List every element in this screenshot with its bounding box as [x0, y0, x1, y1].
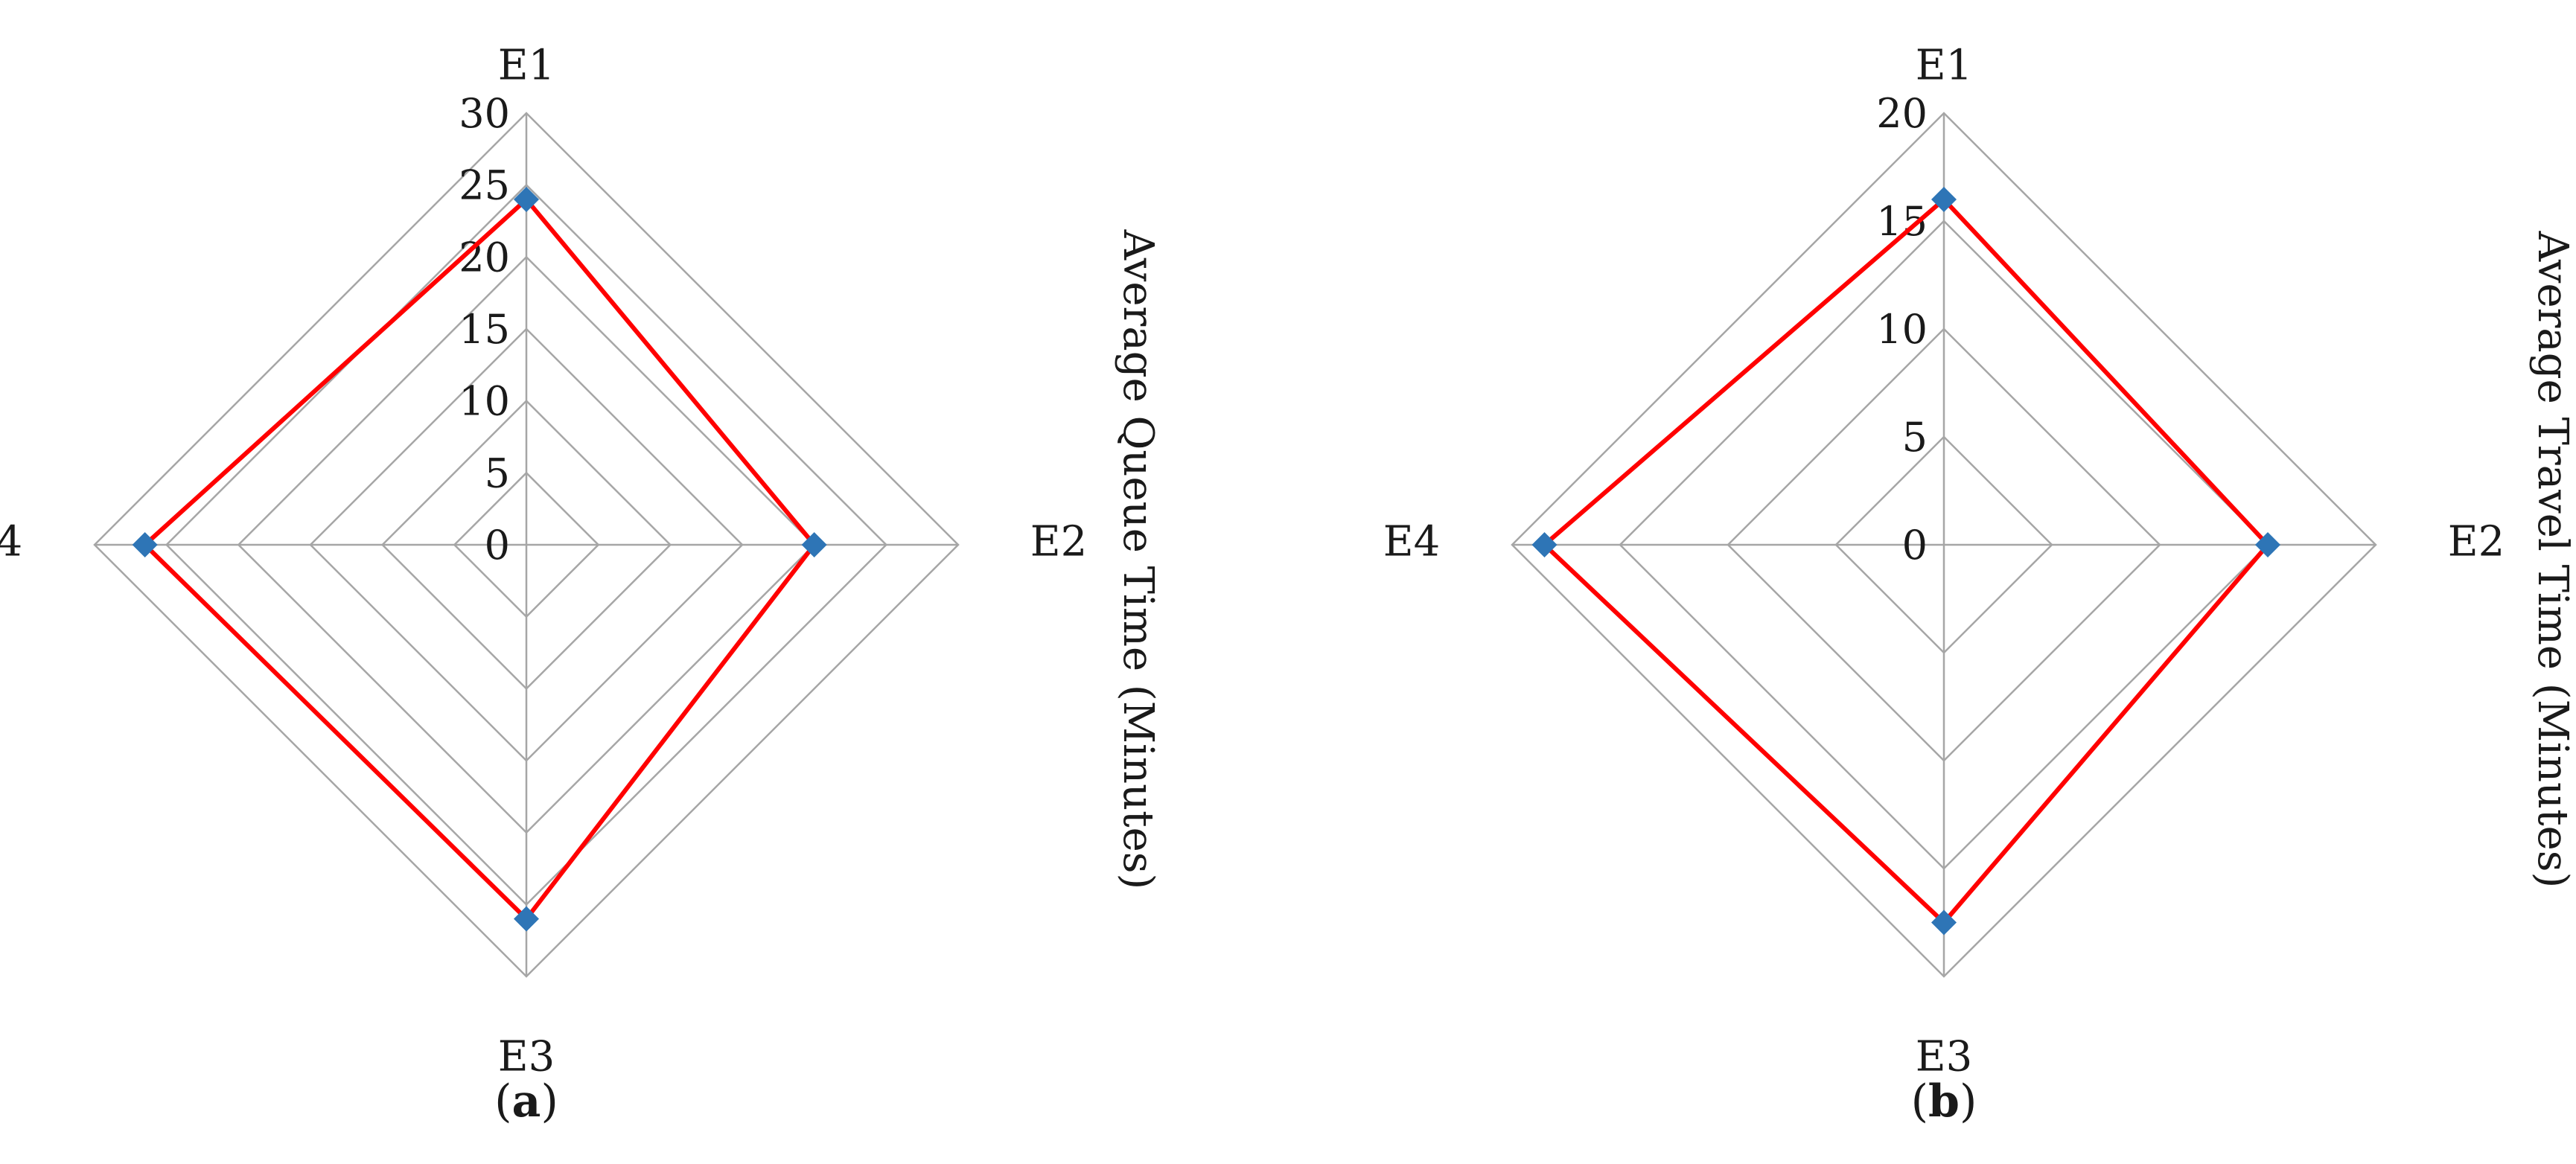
- category-label-e3: E3: [498, 1033, 555, 1081]
- tick-label: 0: [485, 522, 510, 569]
- data-point-e3: [1931, 909, 1957, 936]
- tick-label: 10: [1876, 306, 1928, 353]
- tick-label: 5: [485, 450, 510, 496]
- tick-label: 30: [459, 90, 510, 137]
- category-label-e1: E1: [498, 42, 555, 90]
- category-label-e4: E4: [1383, 518, 1441, 566]
- panel-label: (b): [1911, 1075, 1977, 1128]
- panel-label: (a): [494, 1075, 558, 1128]
- category-label-e2: E2: [1030, 518, 1088, 566]
- data-point-e1: [514, 187, 539, 212]
- data-point-e2: [801, 532, 827, 557]
- tick-label: 0: [1902, 522, 1928, 569]
- data-point-e3: [514, 906, 539, 932]
- category-label-e4: E4: [0, 518, 22, 566]
- y-axis-title: Average Queue Time (Minutes): [1114, 229, 1162, 890]
- tick-label: 5: [1902, 414, 1928, 461]
- y-axis-title: Average Travel Time (Minutes): [2528, 231, 2576, 889]
- data-point-e2: [2255, 532, 2280, 557]
- tick-label: 25: [459, 162, 510, 209]
- data-point-e4: [132, 532, 158, 557]
- tick-label: 20: [459, 234, 510, 281]
- category-label-e3: E3: [1916, 1033, 1973, 1081]
- tick-label: 20: [1876, 90, 1928, 137]
- data-point-e1: [1931, 187, 1957, 212]
- tick-label: 10: [459, 378, 510, 425]
- tick-label: 15: [459, 306, 510, 353]
- data-point-e4: [1531, 532, 1558, 557]
- category-label-e2: E2: [2448, 518, 2505, 566]
- category-label-e1: E1: [1916, 42, 1973, 90]
